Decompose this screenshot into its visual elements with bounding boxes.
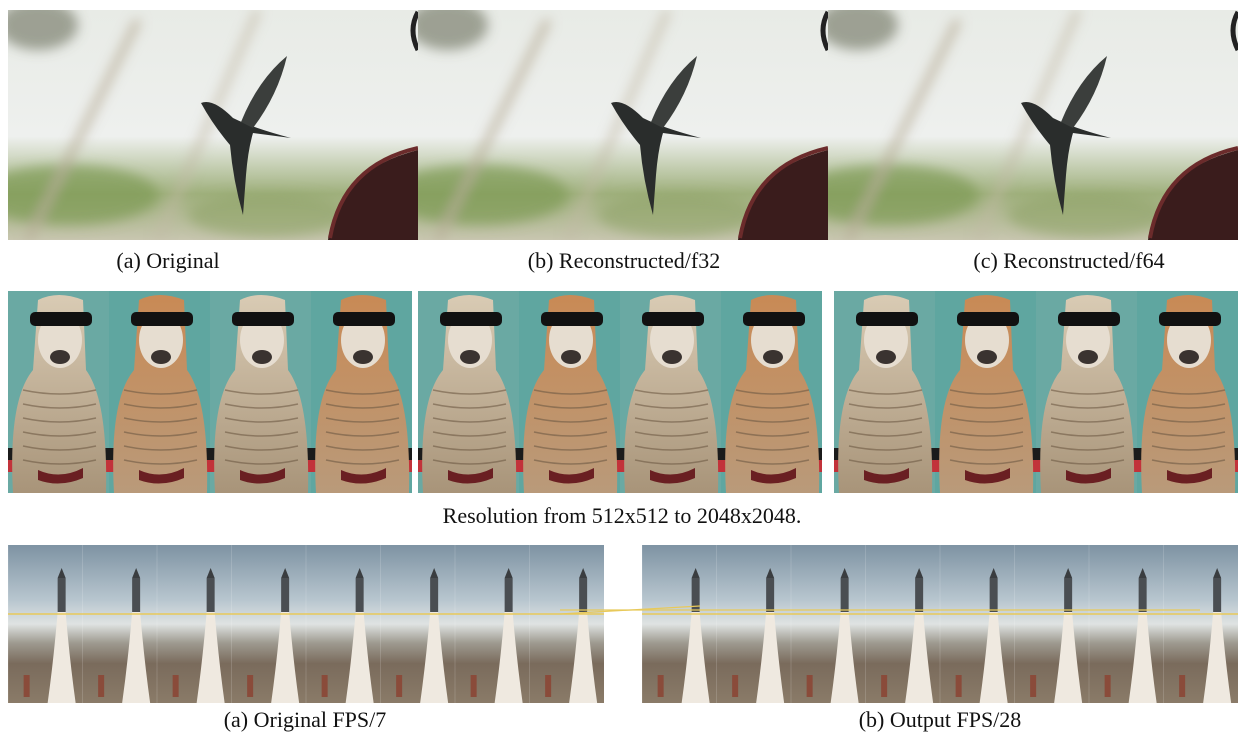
- tower: [322, 675, 328, 697]
- image-llamas: [418, 291, 822, 493]
- image-content: [834, 291, 1238, 493]
- tower: [956, 675, 962, 697]
- image-hummingbird: [798, 0, 1238, 240]
- sunglasses: [131, 312, 193, 326]
- muzzle: [876, 350, 896, 364]
- muzzle: [1078, 350, 1098, 364]
- sunglasses: [333, 312, 395, 326]
- tower: [1105, 675, 1111, 697]
- rocket: [579, 578, 587, 612]
- page: {"figure": { "row1": {"captions": ["(a) …: [0, 0, 1238, 738]
- rocket: [915, 578, 923, 612]
- tower: [247, 675, 253, 697]
- muzzle: [252, 350, 272, 364]
- sunglasses: [957, 312, 1019, 326]
- muzzle: [1179, 350, 1199, 364]
- caption: (b) Output FPS/28: [859, 707, 1022, 732]
- image-content: [388, 0, 828, 240]
- image-rockets: [8, 545, 604, 703]
- foliage: [1008, 193, 1168, 237]
- tower: [732, 675, 738, 697]
- image-content: [642, 545, 1238, 703]
- foliage: [598, 193, 758, 237]
- sunglasses: [743, 312, 805, 326]
- rocket: [1213, 578, 1221, 612]
- image-llamas: [8, 291, 412, 493]
- image-content: [798, 0, 1238, 240]
- image-content: [8, 545, 604, 703]
- tower: [98, 675, 104, 697]
- rocket: [505, 578, 513, 612]
- dark-top: [408, 0, 488, 50]
- tower: [396, 675, 402, 697]
- muzzle: [977, 350, 997, 364]
- muzzle: [50, 350, 70, 364]
- foliage: [188, 193, 348, 237]
- rocket: [430, 578, 438, 612]
- image-llamas: [834, 291, 1238, 493]
- tower: [545, 675, 551, 697]
- rocket: [58, 578, 66, 612]
- caption: (a) Original: [116, 248, 219, 273]
- sunglasses: [541, 312, 603, 326]
- caption: (b) Reconstructed/f32: [528, 248, 720, 273]
- sunglasses: [440, 312, 502, 326]
- rocket: [207, 578, 215, 612]
- muzzle: [662, 350, 682, 364]
- rocket: [1139, 578, 1147, 612]
- sunglasses: [232, 312, 294, 326]
- dark-top: [0, 0, 78, 50]
- muzzle: [763, 350, 783, 364]
- sunglasses: [30, 312, 92, 326]
- muzzle: [353, 350, 373, 364]
- rocket: [841, 578, 849, 612]
- tower: [471, 675, 477, 697]
- rocket: [990, 578, 998, 612]
- muzzle: [151, 350, 171, 364]
- sunglasses: [856, 312, 918, 326]
- caption: Resolution from 512x512 to 2048x2048.: [443, 503, 802, 528]
- tower: [658, 675, 664, 697]
- tower: [24, 675, 30, 697]
- image-content: [8, 291, 412, 493]
- tower: [173, 675, 179, 697]
- rocket: [1064, 578, 1072, 612]
- figure: (a) Original (b) Reconstructed/f32 (c) R…: [0, 0, 1238, 738]
- muzzle: [460, 350, 480, 364]
- image-rockets: [642, 545, 1238, 703]
- sunglasses: [1159, 312, 1221, 326]
- tower: [1030, 675, 1036, 697]
- rocket: [766, 578, 774, 612]
- sunglasses: [1058, 312, 1120, 326]
- rocket: [356, 578, 364, 612]
- caption: (c) Reconstructed/f64: [973, 248, 1164, 273]
- tower: [1179, 675, 1185, 697]
- caption: (a) Original FPS/7: [224, 707, 387, 732]
- muzzle: [561, 350, 581, 364]
- tower: [881, 675, 887, 697]
- tower: [807, 675, 813, 697]
- dark-top: [818, 0, 898, 50]
- rocket: [281, 578, 289, 612]
- image-content: [0, 0, 418, 240]
- sunglasses: [642, 312, 704, 326]
- rocket: [132, 578, 140, 612]
- image-hummingbird: [388, 0, 828, 240]
- image-hummingbird: [0, 0, 418, 240]
- image-content: [418, 291, 822, 493]
